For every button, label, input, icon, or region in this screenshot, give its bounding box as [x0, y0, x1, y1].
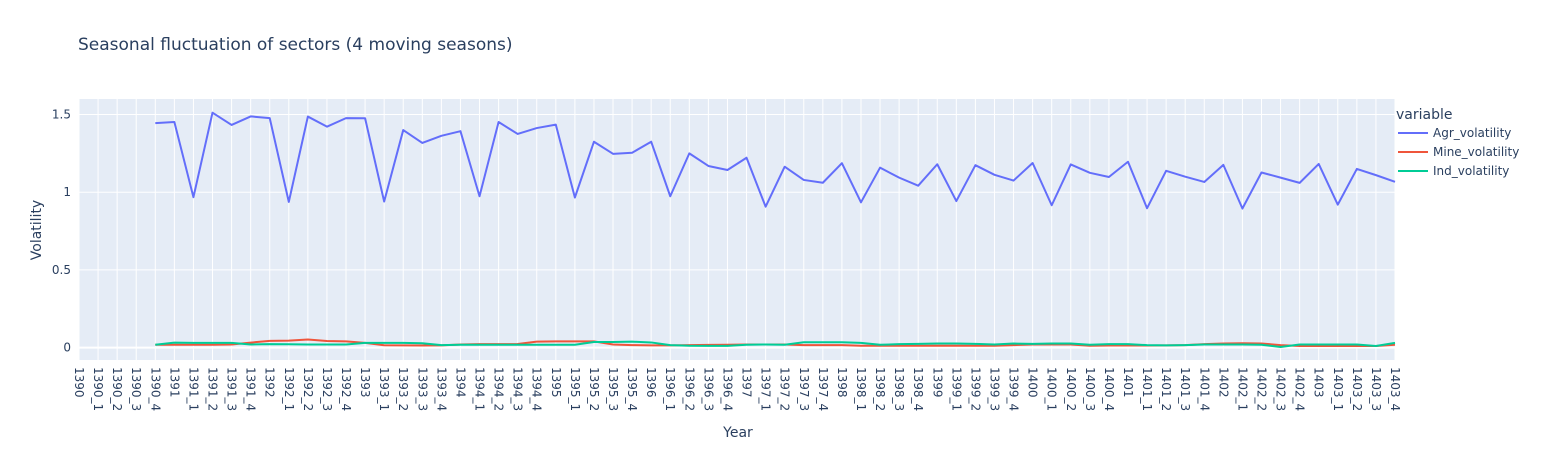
x-tick-label: 1392_4	[339, 367, 353, 411]
x-tick-label: 1400_2	[1064, 367, 1078, 411]
x-tick-label: 1397_4	[816, 367, 830, 411]
x-tick-label: 1395	[549, 367, 563, 398]
x-tick-label: 1398_3	[892, 367, 906, 411]
x-tick-label: 1392_2	[301, 367, 315, 411]
y-axis-title: Volatility	[29, 200, 45, 260]
y-axis-ticks: 0 0.5 1 1.5	[52, 108, 71, 355]
x-tick-label: 1396_2	[682, 367, 696, 411]
x-tick-label: 1393_2	[396, 367, 410, 411]
x-tick-label: 1399_3	[987, 367, 1001, 411]
x-tick-label: 1401_4	[1197, 367, 1211, 411]
x-tick-label: 1399	[930, 367, 944, 398]
x-tick-label: 1402	[1216, 367, 1230, 398]
x-tick-label: 1397_1	[759, 367, 773, 411]
x-tick-label: 1403	[1312, 367, 1326, 398]
x-tick-label: 1396_1	[663, 367, 677, 411]
x-axis-title: Year	[722, 425, 753, 441]
series-line-agr-volatility[interactable]	[155, 111, 1396, 210]
x-tick-label: 1394_3	[511, 367, 525, 411]
legend-label: Mine_volatility	[1433, 145, 1519, 159]
x-tick-label: 1394_2	[492, 367, 506, 411]
x-tick-label: 1394_1	[473, 367, 487, 411]
series-lines	[155, 111, 1396, 348]
x-tick-label: 1402_3	[1274, 367, 1288, 411]
x-tick-label: 1397	[740, 367, 754, 398]
x-tick-label: 1391_1	[186, 367, 200, 411]
x-tick-label: 1401	[1121, 367, 1135, 398]
x-tick-label: 1399_1	[949, 367, 963, 411]
x-tick-label: 1394	[453, 367, 467, 398]
x-tick-label: 1399_2	[968, 367, 982, 411]
y-tick-label: 0	[63, 341, 71, 355]
legend-label: Ind_volatility	[1433, 164, 1509, 178]
legend-label: Agr_volatility	[1433, 126, 1511, 140]
y-tick-label: 1	[63, 185, 71, 199]
x-tick-label: 1396_3	[701, 367, 715, 411]
x-tick-label: 1403_4	[1388, 367, 1402, 411]
x-tick-label: 1392_1	[282, 367, 296, 411]
x-tick-label: 1393_1	[377, 367, 391, 411]
x-tick-label: 1398_1	[854, 367, 868, 411]
x-tick-label: 1395_2	[587, 367, 601, 411]
x-tick-label: 1400	[1026, 367, 1040, 398]
x-axis-ticks: 1390 1390_1 1390_2 1390_3 1390_4 1391 1391_1 13…	[72, 367, 1402, 411]
x-tick-label: 1403_1	[1331, 367, 1345, 411]
x-tick-label: 1402_2	[1254, 367, 1268, 411]
x-tick-label: 1403_2	[1350, 367, 1364, 411]
x-tick-label: 1402_4	[1293, 367, 1307, 411]
plot-area	[79, 99, 1395, 360]
x-tick-label: 1398_2	[873, 367, 887, 411]
x-tick-label: 1391_2	[206, 367, 220, 411]
x-tick-label: 1395_3	[606, 367, 620, 411]
x-tick-label: 1392_3	[320, 367, 334, 411]
x-tick-label: 1402_1	[1235, 367, 1249, 411]
x-tick-label: 1394_4	[530, 367, 544, 411]
legend-title: variable	[1396, 107, 1452, 123]
x-tick-label: 1398	[835, 367, 849, 398]
x-tick-label: 1401_1	[1140, 367, 1154, 411]
x-tick-label: 1395_1	[568, 367, 582, 411]
x-tick-label: 1396	[644, 367, 658, 398]
x-tick-label: 1399_4	[1007, 367, 1021, 411]
x-tick-label: 1390_1	[91, 367, 105, 411]
x-tick-label: 1391	[167, 367, 181, 398]
x-tick-label: 1397_2	[778, 367, 792, 411]
chart-title: Seasonal fluctuation of sectors (4 movin…	[78, 35, 513, 55]
x-tick-label: 1391_3	[225, 367, 239, 411]
x-tick-label: 1390_2	[110, 367, 124, 411]
x-tick-label: 1391_4	[244, 367, 258, 411]
x-tick-label: 1400_1	[1045, 367, 1059, 411]
legend-item[interactable]: Ind_volatility	[1398, 164, 1509, 178]
x-tick-label: 1401_3	[1178, 367, 1192, 411]
legend[interactable]: variable Agr_volatility Mine_volatility In…	[1396, 107, 1519, 178]
x-tick-label: 1393_4	[434, 367, 448, 411]
x-tick-label: 1390_3	[129, 367, 143, 411]
x-tick-label: 1403_3	[1369, 367, 1383, 411]
legend-item[interactable]: Mine_volatility	[1398, 145, 1519, 159]
y-tick-label: 1.5	[52, 108, 71, 122]
x-tick-label: 1393	[358, 367, 372, 398]
y-tick-label: 0.5	[52, 263, 71, 277]
x-tick-label: 1397_3	[797, 367, 811, 411]
x-tick-label: 1390_4	[148, 367, 162, 411]
x-tick-label: 1396_4	[720, 367, 734, 411]
x-tick-label: 1401_2	[1159, 367, 1173, 411]
x-tick-label: 1390	[72, 367, 86, 398]
grid	[78, 99, 1396, 360]
x-tick-label: 1398_4	[911, 367, 925, 411]
legend-item[interactable]: Agr_volatility	[1398, 126, 1511, 140]
x-tick-label: 1395_4	[625, 367, 639, 411]
x-tick-label: 1400_3	[1083, 367, 1097, 411]
series-line-ind-volatility[interactable]	[155, 340, 1396, 348]
x-tick-label: 1392	[263, 367, 277, 398]
x-tick-label: 1400_4	[1102, 367, 1116, 411]
x-tick-label: 1393_3	[415, 367, 429, 411]
